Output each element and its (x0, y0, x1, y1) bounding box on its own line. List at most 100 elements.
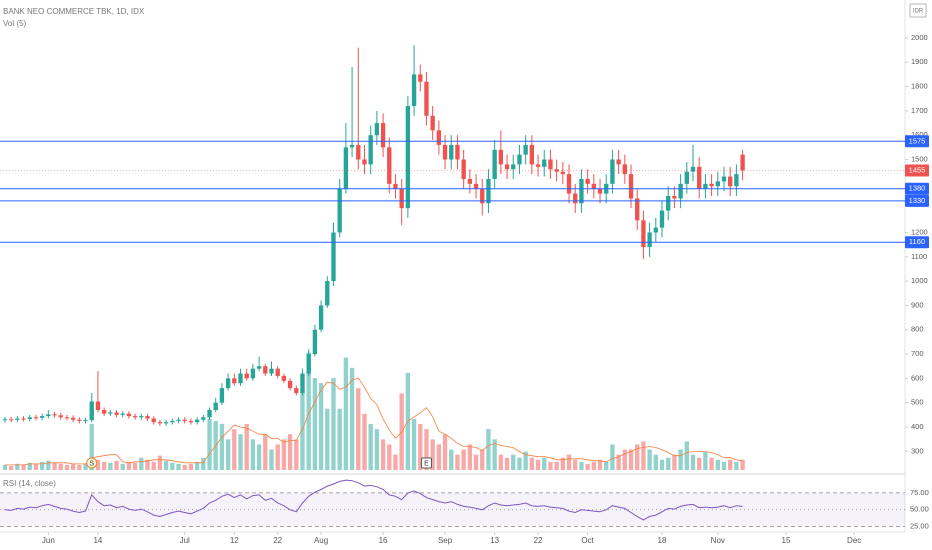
candle-body (294, 388, 299, 393)
candle-body (715, 181, 720, 187)
volume-bar (207, 418, 212, 470)
currency-box[interactable] (909, 3, 927, 18)
candle-body (275, 368, 280, 376)
candle-body (362, 159, 367, 165)
rsi-tick-label: 25.00 (910, 522, 929, 531)
event-label: E (424, 460, 429, 467)
volume-bar (201, 457, 206, 470)
volume-bar (480, 449, 485, 470)
y-tick-label: 800 (911, 325, 924, 334)
candle-body (213, 402, 218, 410)
volume-bar (709, 457, 714, 470)
candle-body (46, 414, 51, 417)
volume-bar (666, 457, 671, 470)
volume-bar (610, 444, 615, 470)
candle-body (622, 164, 627, 175)
volume-bar (250, 439, 256, 470)
candle-body (349, 144, 355, 148)
candle-body (709, 183, 714, 187)
volume-bar (647, 449, 652, 470)
volume-bar (380, 439, 386, 470)
volume-bar (139, 457, 144, 470)
volume-bar (52, 462, 57, 470)
volume-bar (244, 424, 249, 470)
volume-label: Vol (5) (3, 19, 26, 28)
candle-body (126, 413, 132, 417)
candle-body (256, 366, 262, 369)
volume-bar (157, 455, 163, 470)
candle-body (560, 171, 566, 175)
candle-body (325, 281, 330, 306)
candle-body (52, 414, 57, 416)
candle-body (653, 227, 658, 233)
candle-body (343, 147, 349, 189)
event-marker (420, 457, 432, 469)
candle-body (467, 178, 473, 184)
candle-body (318, 305, 324, 330)
y-tick-label: 1200 (911, 227, 928, 236)
candle-body (163, 422, 169, 424)
y-tick-label: 1700 (911, 106, 928, 115)
volume-bar (89, 424, 94, 470)
volume-bar (517, 457, 522, 470)
candle-body (225, 378, 231, 389)
volume-bar (132, 462, 138, 470)
candle-body (139, 416, 144, 418)
volume-bar (573, 459, 578, 470)
volume-bar (566, 454, 572, 470)
candle-body (566, 174, 572, 194)
candle-body (337, 188, 342, 233)
candle-body (120, 413, 125, 415)
volume-bar (194, 461, 200, 470)
candle-body (83, 420, 88, 422)
volume-bar (356, 388, 361, 470)
volume-bar (15, 463, 20, 470)
candle-body (684, 171, 689, 184)
volume-bar (33, 463, 39, 470)
candle-body (690, 166, 696, 172)
candle-body (281, 375, 287, 381)
x-tick-label: 22 (273, 536, 282, 545)
candle-body (145, 416, 150, 419)
price-level-tag (905, 236, 929, 249)
volume-bar (597, 459, 603, 470)
candle-body (523, 144, 528, 155)
volume-bar (294, 439, 299, 470)
y-tick-label: 900 (911, 300, 924, 309)
currency[interactable]: IDR (913, 9, 924, 15)
volume-bar (467, 444, 473, 470)
rsi-tick-label: 50.00 (910, 505, 929, 514)
candle-body (306, 354, 311, 374)
candle-body (461, 159, 466, 179)
candle-body (219, 388, 225, 403)
volume-bar (715, 459, 720, 470)
candle-body (312, 329, 318, 355)
volume-bar (635, 444, 640, 470)
volume-bar (653, 454, 658, 470)
candle-body (554, 169, 559, 172)
event-label: S (89, 460, 94, 467)
y-tick-label: 1600 (911, 130, 928, 139)
candle-body (740, 154, 745, 171)
volume-bar (83, 463, 88, 470)
volume-bar (325, 408, 330, 470)
x-tick-label: Jul (180, 536, 190, 545)
candle-body (473, 183, 479, 189)
volume-bar (318, 383, 324, 470)
volume-bar (269, 449, 274, 470)
candle-body (64, 417, 70, 419)
candle-body (585, 178, 590, 184)
volume-bar (374, 429, 380, 470)
volume-bar (225, 439, 231, 470)
candle-body (300, 373, 305, 393)
volume-bar (511, 454, 516, 470)
volume-bar (120, 463, 125, 470)
y-tick-label: 2000 (911, 33, 928, 42)
candle-body (8, 419, 14, 421)
volume-bar (672, 454, 677, 470)
volume-bar (455, 454, 460, 470)
candle-body (492, 149, 497, 179)
candle-body (517, 154, 522, 165)
candle-body (380, 123, 386, 148)
volume-bar (678, 449, 683, 470)
